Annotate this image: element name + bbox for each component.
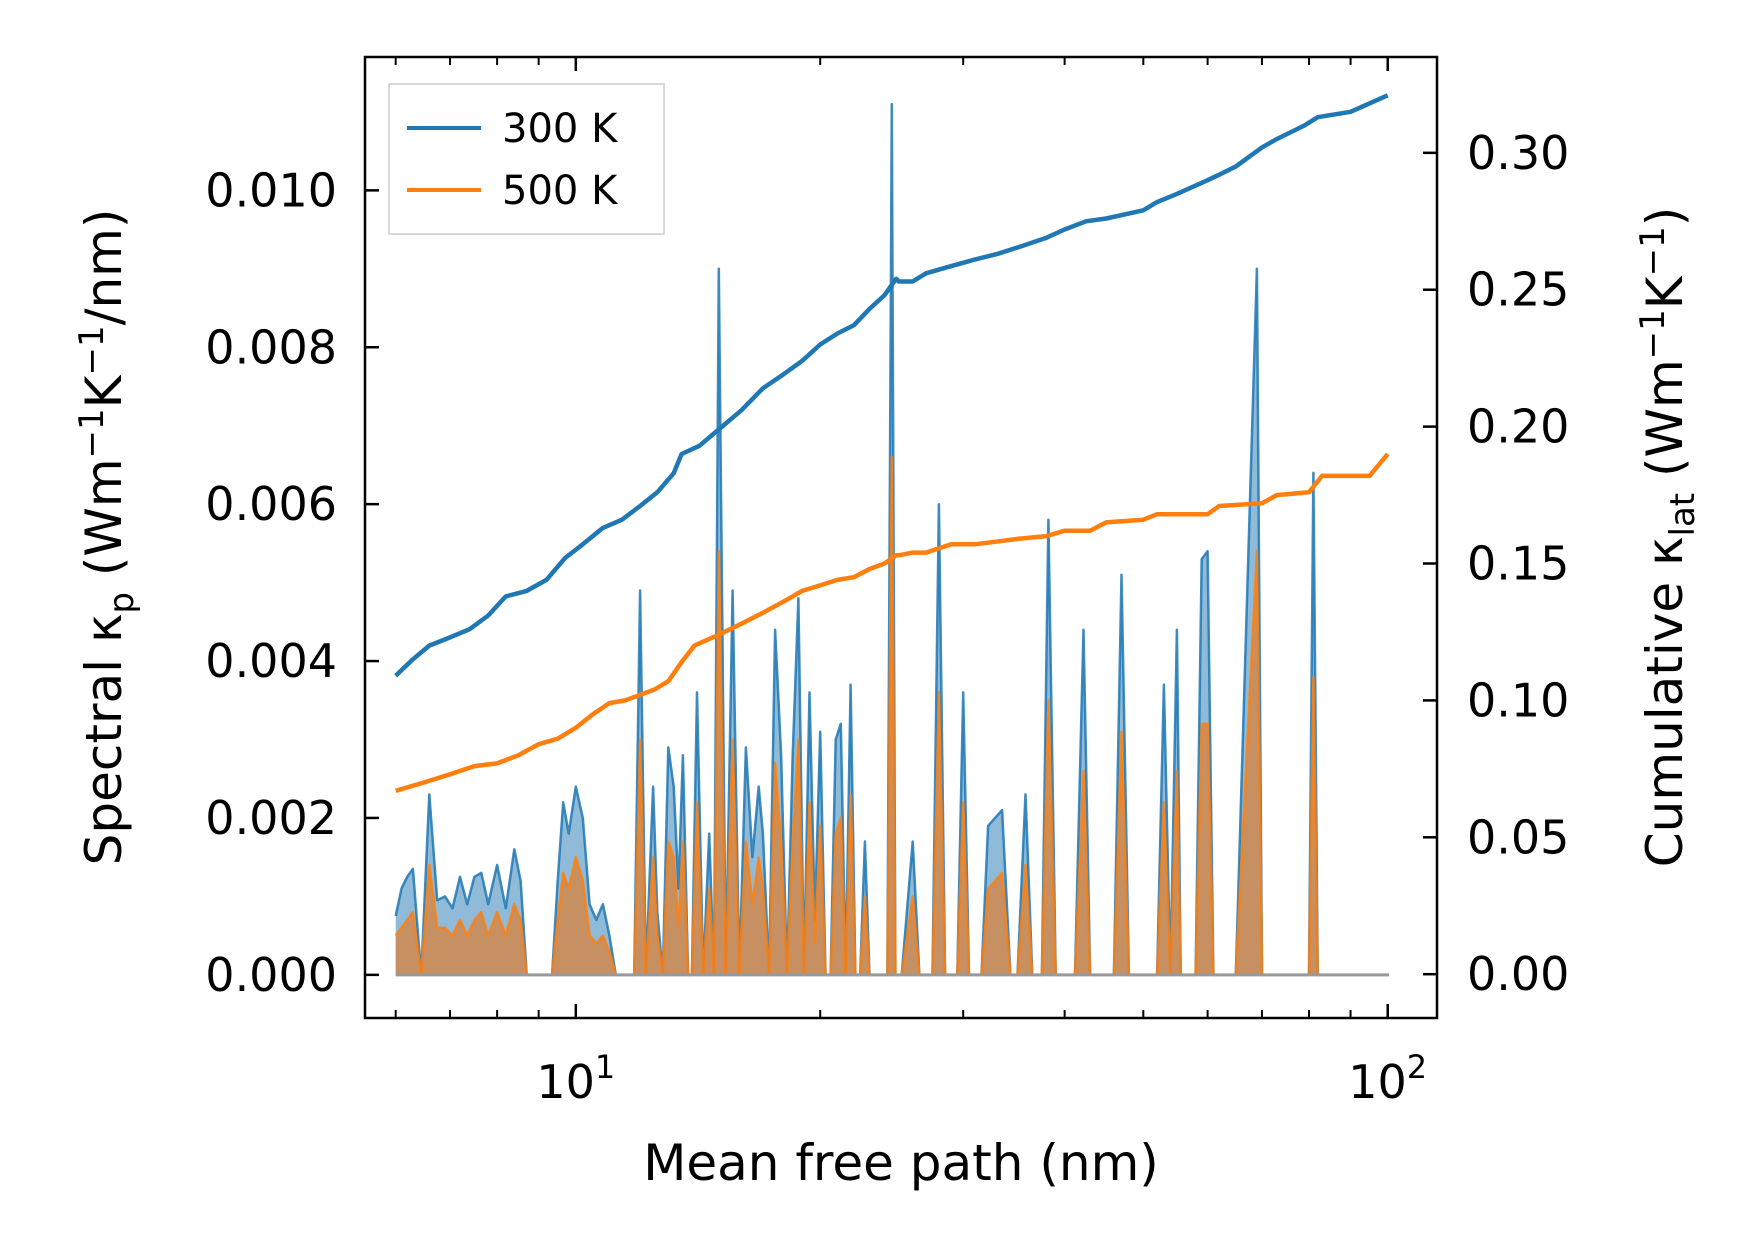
spectral-fills (394, 102, 1389, 977)
left-tick-label: 0.010 (205, 163, 337, 217)
legend-label-300k: 300 K (502, 106, 619, 152)
right-tick-label: 0.15 (1467, 537, 1569, 591)
x-tick-label: 101 (536, 1048, 615, 1109)
right-tick-label: 0.20 (1467, 400, 1569, 454)
cumulative-line-500k (395, 452, 1390, 793)
legend-label-500k: 500 K (502, 168, 619, 214)
cumulative-lines (394, 93, 1390, 793)
right-tick-label: 0.00 (1467, 947, 1569, 1001)
left-tick-label: 0.002 (205, 791, 337, 845)
left-tick-label: 0.006 (205, 477, 337, 531)
right-tick-label: 0.30 (1467, 126, 1569, 180)
x-tick-label: 102 (1348, 1048, 1427, 1109)
cumulative-line-300k (394, 93, 1389, 678)
right-tick-label: 0.05 (1467, 810, 1569, 864)
left-axis-title: Spectral κp (Wm−1K−1/nm) (72, 209, 142, 866)
left-tick-label: 0.000 (205, 948, 337, 1002)
spectral-area-500k (395, 457, 1389, 975)
legend: 300 K 500 K (388, 83, 665, 235)
right-axis-title: Cumulative κlat (Wm−1K−1) (1633, 207, 1703, 867)
plot-frame (363, 55, 1439, 1020)
legend-box (388, 83, 665, 235)
right-tick-label: 0.25 (1467, 263, 1569, 317)
axis-ticks: 0.000 0.002 0.004 0.006 0.008 0.010 0.00 0.05 0.… (205, 57, 1569, 1109)
left-tick-label: 0.008 (205, 320, 337, 374)
right-tick-label: 0.10 (1467, 673, 1569, 727)
left-tick-label: 0.004 (205, 634, 337, 688)
x-axis-title: Mean free path (nm) (643, 1134, 1159, 1192)
